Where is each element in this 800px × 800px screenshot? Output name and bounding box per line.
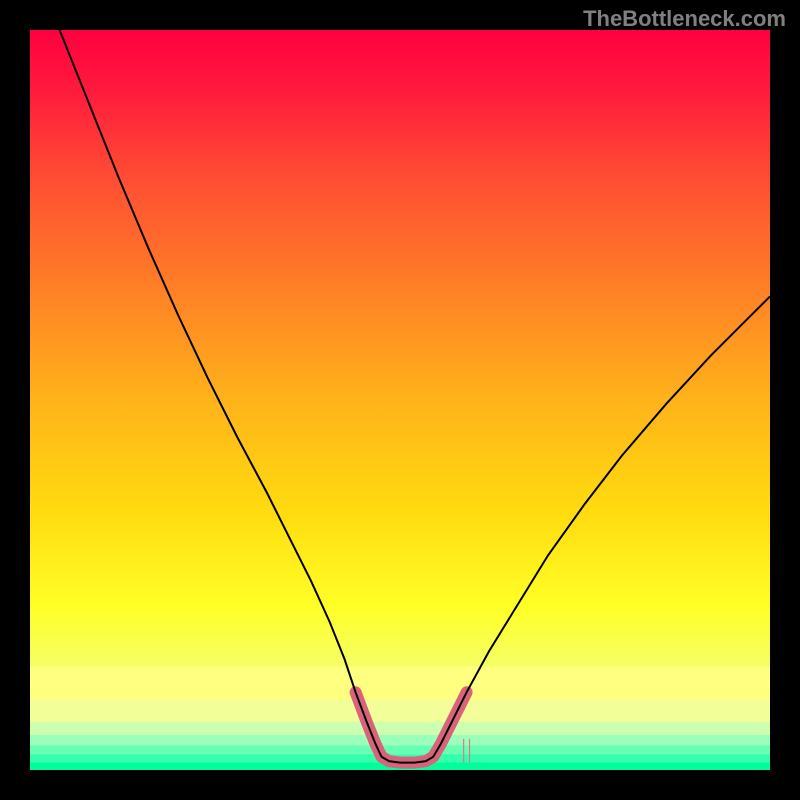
- bottom-band: [30, 722, 770, 735]
- chart-stage: TheBottleneck.com: [0, 0, 800, 800]
- bottleneck-chart: [0, 0, 800, 800]
- bottom-band: [30, 666, 770, 699]
- bottom-band: [30, 746, 770, 755]
- watermark-text: TheBottleneck.com: [583, 6, 786, 32]
- bottom-band: [30, 735, 770, 745]
- bottom-band: [30, 700, 770, 722]
- plot-gradient: [30, 30, 770, 770]
